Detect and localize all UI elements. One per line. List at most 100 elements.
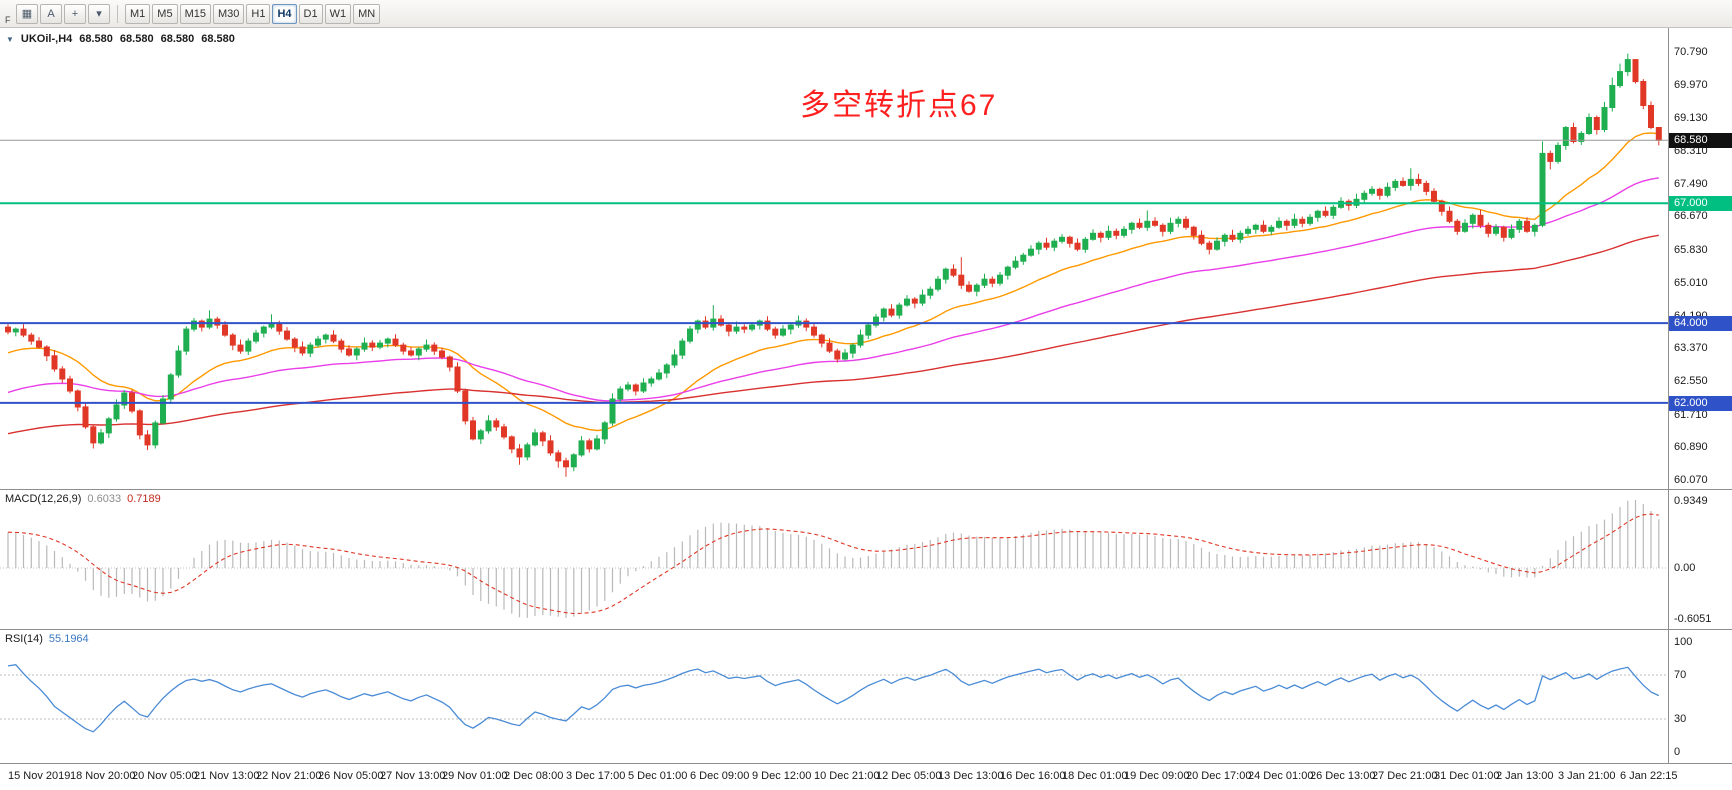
time-axis-label: 31 Dec 01:00 bbox=[1434, 770, 1500, 782]
rsi-name: RSI(14) bbox=[5, 633, 43, 645]
price-axis-label: 65.830 bbox=[1674, 244, 1708, 257]
price-axis-label: 60.890 bbox=[1674, 441, 1708, 454]
top-toolbar: F ▦ A + ▾ M1 M5 M15 M30 H1 H4 D1 W1 MN bbox=[0, 0, 1732, 28]
time-axis-label: 5 Dec 01:00 bbox=[628, 770, 688, 782]
chart-annotation-text[interactable]: 多空转折点67 bbox=[800, 89, 998, 122]
time-axis-label: 29 Nov 01:00 bbox=[442, 770, 508, 782]
time-axis-label: 26 Nov 05:00 bbox=[318, 770, 384, 782]
macd-main-value: 0.6033 bbox=[87, 493, 122, 505]
price-scale[interactable]: 70.790 69.970 69.130 68.310 67.490 66.670 65.8… bbox=[1668, 28, 1732, 489]
price-axis-label: 63.370 bbox=[1674, 342, 1708, 355]
macd-indicator-label: MACD(12,26,9) 0.6033 0.7189 bbox=[5, 493, 161, 505]
price-axis-label: 60.070 bbox=[1674, 474, 1708, 486]
rsi-line bbox=[7, 664, 1660, 733]
chart-type-icon[interactable]: ▦ bbox=[16, 3, 38, 24]
rsi-axis-label: 0 bbox=[1674, 746, 1681, 758]
time-axis[interactable]: 15 Nov 2019 18 Nov 20:00 20 Nov 05:00 21 No… bbox=[0, 764, 1732, 790]
timeframe-button-w1[interactable]: W1 bbox=[324, 3, 352, 24]
price-axis-label: 69.970 bbox=[1674, 78, 1708, 91]
price-axis-label: 67.490 bbox=[1674, 177, 1708, 190]
toolbar-edge-label: F bbox=[5, 15, 11, 25]
time-axis-label: 21 Nov 13:00 bbox=[194, 770, 260, 782]
ohlc-open: 68.580 bbox=[79, 33, 113, 45]
ma-fast-orange-line bbox=[7, 132, 1659, 432]
level-64-price-badge: 64.000 bbox=[1669, 316, 1732, 332]
time-axis-label: 12 Dec 05:00 bbox=[876, 770, 942, 782]
symbol-name: UKOil-,H4 bbox=[20, 33, 73, 45]
price-axis-label: 61.710 bbox=[1674, 408, 1708, 421]
time-axis-label: 18 Dec 01:00 bbox=[1062, 770, 1128, 782]
price-axis-label: 69.130 bbox=[1674, 112, 1708, 125]
time-axis-label: 20 Dec 17:00 bbox=[1186, 770, 1252, 782]
time-axis-label: 26 Dec 13:00 bbox=[1310, 770, 1376, 782]
time-axis-label: 20 Nov 05:00 bbox=[132, 770, 198, 782]
time-axis-label: 27 Nov 13:00 bbox=[380, 770, 446, 782]
rsi-chart[interactable] bbox=[0, 630, 1668, 764]
rsi-indicator-label: RSI(14) 55.1964 bbox=[5, 633, 89, 645]
timeframe-button-m1[interactable]: M1 bbox=[125, 3, 151, 24]
timeframe-button-m30[interactable]: M30 bbox=[212, 3, 245, 24]
time-axis-label: 10 Dec 21:00 bbox=[814, 770, 880, 782]
timeframe-button-d1[interactable]: D1 bbox=[298, 3, 323, 24]
price-axis-label: 62.550 bbox=[1674, 374, 1708, 387]
time-axis-label: 6 Dec 09:00 bbox=[690, 770, 750, 782]
drawing-tools-group: ▦ A + ▾ bbox=[16, 3, 110, 24]
price-axis-label: 70.790 bbox=[1674, 46, 1708, 58]
time-axis-label: 6 Jan 22:15 bbox=[1620, 770, 1678, 782]
toolbar-separator bbox=[117, 4, 118, 23]
macd-name: MACD(12,26,9) bbox=[5, 493, 82, 505]
time-axis-label: 15 Nov 2019 bbox=[8, 770, 71, 782]
macd-chart[interactable] bbox=[0, 490, 1668, 630]
timeframe-button-h4[interactable]: H4 bbox=[272, 3, 297, 24]
price-axis-label: 65.010 bbox=[1674, 276, 1708, 289]
chart-ohlc-header: ▼ UKOil-,H4 68.580 68.580 68.580 68.580 bbox=[6, 33, 235, 45]
macd-axis-label: 0.00 bbox=[1674, 561, 1696, 574]
current-price-price-badge: 68.580 bbox=[1669, 133, 1732, 149]
level-62-price-badge: 62.000 bbox=[1669, 395, 1732, 411]
time-axis-label: 19 Dec 09:00 bbox=[1124, 770, 1190, 782]
time-axis-label: 2 Dec 08:00 bbox=[504, 770, 564, 782]
time-axis-label: 3 Jan 21:00 bbox=[1558, 770, 1616, 782]
rsi-axis-label: 70 bbox=[1674, 669, 1687, 681]
rsi-axis-label: 30 bbox=[1674, 713, 1687, 725]
level-67-price-badge: 67.000 bbox=[1669, 196, 1732, 212]
ma-mid-magenta-line bbox=[7, 177, 1659, 402]
text-annotation-icon[interactable]: A bbox=[40, 3, 62, 24]
time-axis-label: 13 Dec 13:00 bbox=[938, 770, 1004, 782]
price-axis-label: 66.670 bbox=[1674, 210, 1708, 223]
macd-axis-label: -0.6051 bbox=[1674, 613, 1712, 625]
time-axis-label: 2 Jan 13:00 bbox=[1496, 770, 1554, 782]
symbol-marker-icon: ▼ bbox=[6, 34, 14, 44]
rsi-axis-label: 100 bbox=[1674, 636, 1693, 648]
ohlc-high: 68.580 bbox=[119, 33, 154, 45]
timeframe-button-h1[interactable]: H1 bbox=[246, 3, 271, 24]
rsi-panel[interactable]: RSI(14) 55.1964 100 70 30 0 bbox=[0, 630, 1732, 764]
dropdown-arrow-icon[interactable]: ▾ bbox=[88, 3, 110, 24]
time-axis-label: 9 Dec 12:00 bbox=[752, 770, 812, 782]
main-chart-panel[interactable]: ▼ UKOil-,H4 68.580 68.580 68.580 68.580 … bbox=[0, 28, 1732, 490]
ma-slow-red-line bbox=[7, 234, 1659, 435]
rsi-value: 55.1964 bbox=[48, 633, 89, 645]
timeframe-button-mn[interactable]: MN bbox=[353, 3, 381, 24]
time-axis-label: 16 Dec 16:00 bbox=[1000, 770, 1066, 782]
time-axis-label: 22 Nov 21:00 bbox=[256, 770, 322, 782]
cursor-tool-icon[interactable]: + bbox=[64, 3, 86, 24]
timeframe-button-m5[interactable]: M5 bbox=[152, 3, 178, 24]
macd-signal-value: 0.7189 bbox=[127, 493, 161, 505]
horizontal-level-lines[interactable] bbox=[0, 139, 1668, 404]
time-axis-label: 27 Dec 21:00 bbox=[1372, 770, 1438, 782]
timeframe-group: M1 M5 M15 M30 H1 H4 D1 W1 MN bbox=[125, 3, 381, 24]
rsi-scale[interactable]: 100 70 30 0 bbox=[1668, 630, 1732, 763]
macd-histogram bbox=[7, 500, 1660, 618]
time-axis-label: 18 Nov 20:00 bbox=[70, 770, 136, 782]
time-axis-label: 24 Dec 01:00 bbox=[1248, 770, 1314, 782]
time-axis-label: 3 Dec 17:00 bbox=[566, 770, 626, 782]
timeframe-button-m15[interactable]: M15 bbox=[179, 3, 211, 24]
macd-scale[interactable]: 0.9349 0.00 -0.6051 bbox=[1668, 490, 1732, 629]
ohlc-close: 68.580 bbox=[201, 33, 235, 45]
macd-signal-line bbox=[7, 513, 1659, 615]
macd-panel[interactable]: MACD(12,26,9) 0.6033 0.7189 0.9349 0.00 -0… bbox=[0, 490, 1732, 630]
candlestick-chart[interactable] bbox=[0, 28, 1668, 490]
macd-axis-label: 0.9349 bbox=[1674, 495, 1708, 507]
ohlc-low: 68.580 bbox=[160, 33, 195, 45]
